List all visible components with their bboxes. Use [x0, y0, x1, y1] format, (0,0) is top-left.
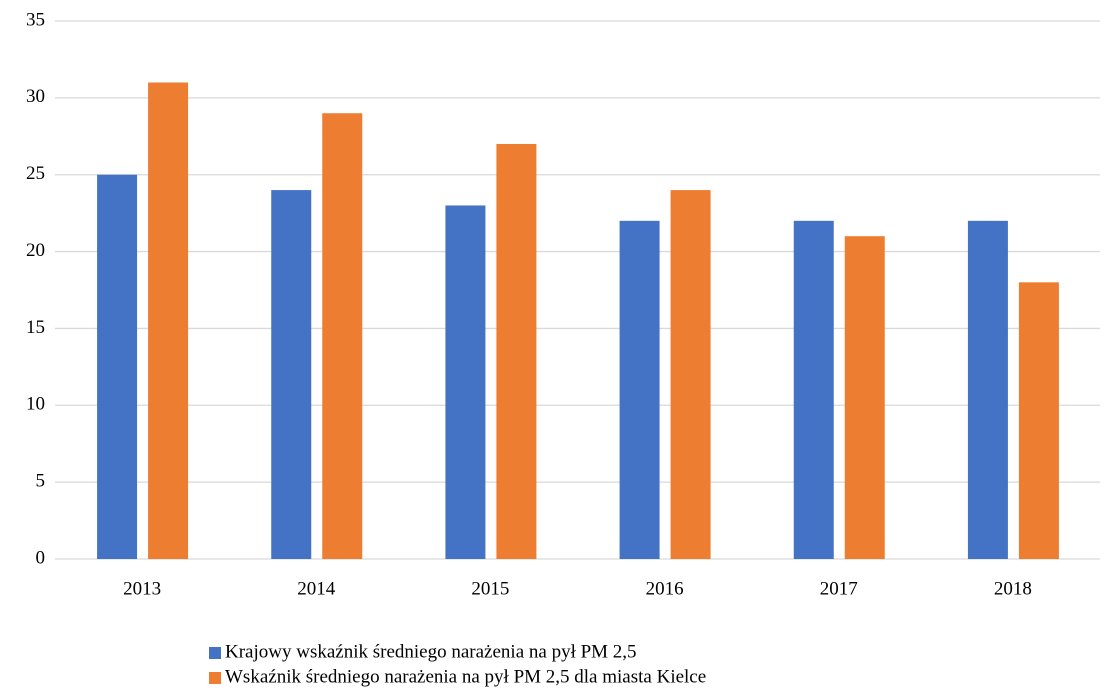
bar [148, 82, 189, 559]
y-tick-label: 30 [26, 86, 45, 107]
y-tick-label: 15 [26, 317, 45, 338]
y-tick-label: 5 [36, 471, 46, 492]
bar [445, 205, 486, 559]
y-tick-label: 0 [36, 547, 46, 568]
x-tick-label: 2017 [820, 578, 858, 599]
y-tick-label: 10 [26, 394, 45, 415]
legend-label: Krajowy wskaźnik średniego narażenia na … [225, 641, 637, 662]
x-tick-label: 2016 [646, 578, 684, 599]
bar [496, 143, 537, 559]
bar [322, 113, 363, 559]
bar [793, 220, 834, 560]
bar [967, 220, 1008, 560]
bar [271, 190, 312, 560]
legend-label: Wskaźnik średniego narażenia na pył PM 2… [225, 666, 706, 687]
legend-swatch [209, 647, 221, 659]
x-tick-label: 2015 [471, 578, 509, 599]
x-tick-label: 2018 [994, 578, 1032, 599]
y-tick-label: 20 [26, 240, 45, 261]
y-tick-label: 35 [26, 9, 45, 30]
bar [670, 190, 711, 560]
x-tick-label: 2013 [123, 578, 161, 599]
bar [619, 220, 660, 560]
bar [844, 236, 885, 559]
y-tick-label: 25 [26, 163, 45, 184]
legend-swatch [209, 672, 221, 684]
bar [1018, 282, 1059, 559]
x-tick-label: 2014 [297, 578, 336, 599]
bar [97, 174, 138, 559]
